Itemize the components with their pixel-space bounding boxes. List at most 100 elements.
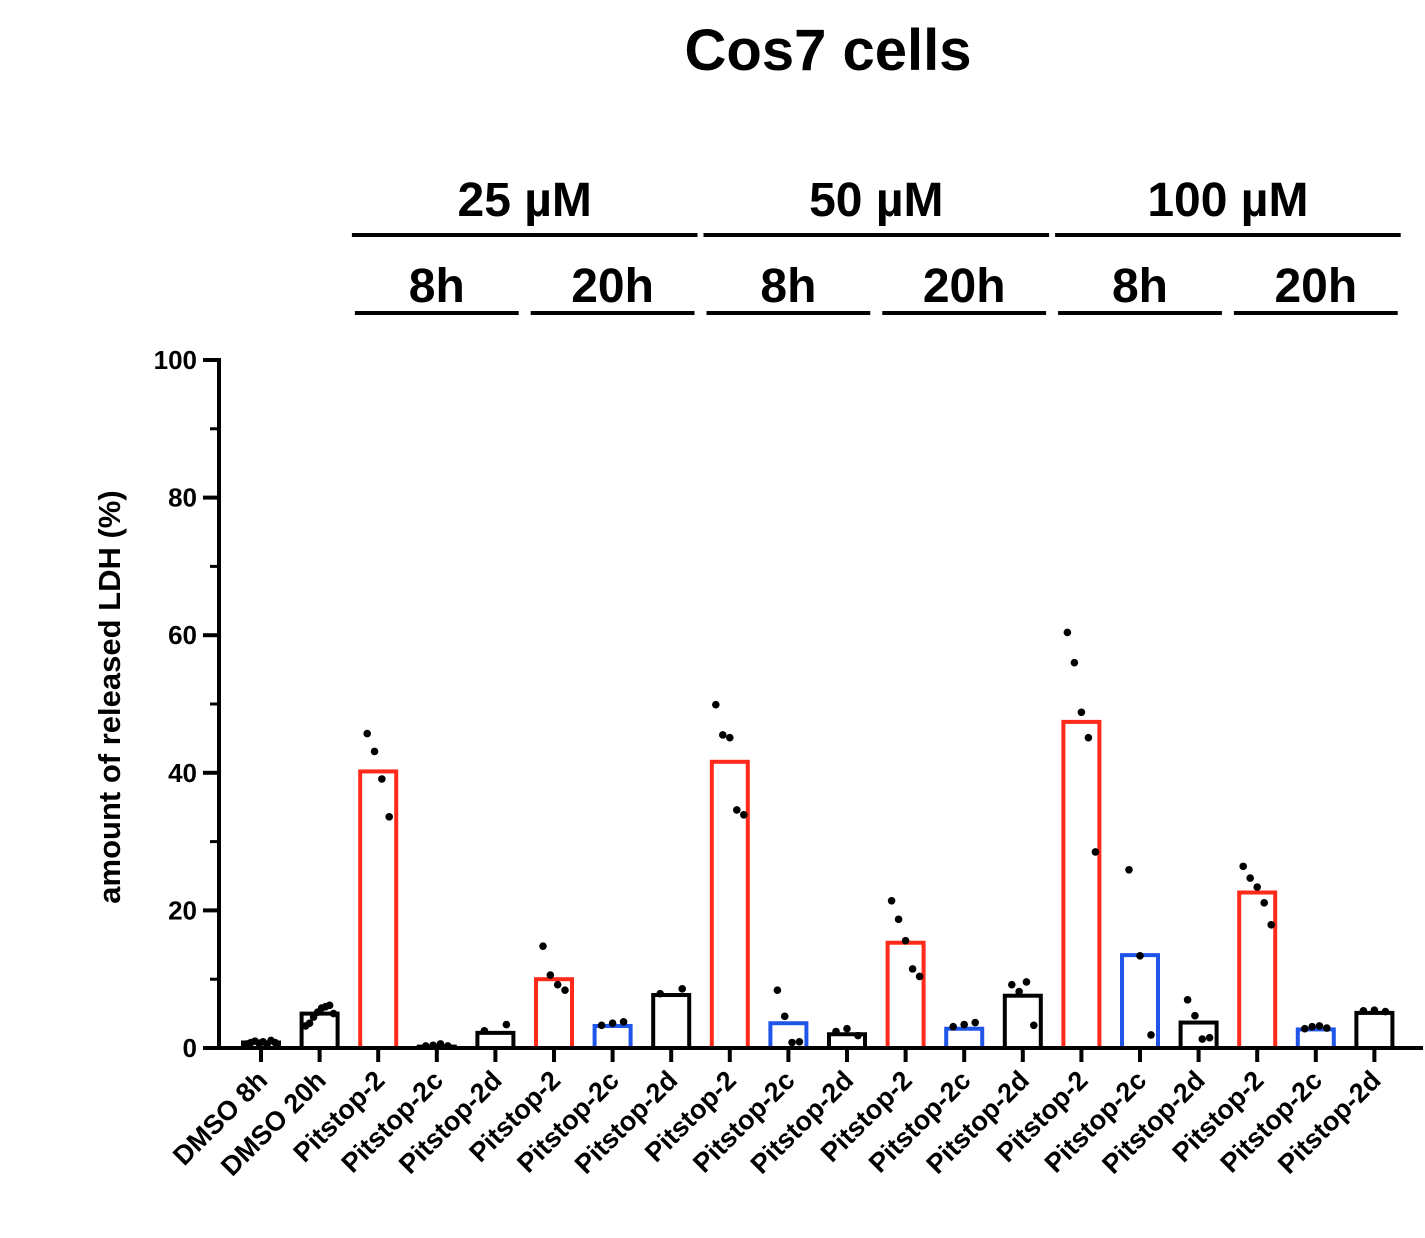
data-point — [385, 813, 394, 821]
data-point — [678, 985, 686, 993]
data-point — [1015, 987, 1023, 996]
data-point — [329, 1009, 338, 1018]
y-tick-label: 20 — [168, 895, 197, 925]
data-point — [1008, 980, 1016, 989]
data-points — [243, 628, 1390, 1050]
y-tick-label: 80 — [168, 483, 197, 513]
data-point — [502, 1020, 511, 1029]
data-point — [546, 971, 555, 979]
data-point — [1308, 1022, 1316, 1031]
data-point — [788, 1038, 796, 1047]
data-point — [1370, 1006, 1379, 1014]
concentration-label: 100 µM — [1147, 174, 1308, 227]
data-point — [854, 1031, 862, 1040]
bar — [1354, 1010, 1395, 1050]
bar — [358, 769, 399, 1050]
data-point — [305, 1019, 314, 1028]
concentration-label: 25 µM — [458, 174, 592, 227]
data-point — [971, 1018, 979, 1027]
data-point — [773, 986, 782, 995]
data-point — [712, 700, 720, 709]
y-tick-label: 0 — [183, 1033, 197, 1063]
data-point — [1091, 848, 1100, 856]
data-point — [1183, 996, 1192, 1004]
chart-title: Cos7 cells — [685, 18, 972, 83]
data-point — [436, 1040, 445, 1048]
data-point — [656, 989, 664, 998]
data-point — [1381, 1007, 1390, 1016]
data-point — [1191, 1011, 1199, 1020]
bar — [1237, 890, 1278, 1051]
time-label: 20h — [1274, 260, 1357, 313]
time-label: 8h — [760, 260, 816, 313]
bar — [885, 940, 926, 1051]
y-tick-label: 100 — [154, 345, 197, 375]
data-point — [726, 733, 734, 742]
data-point — [1260, 899, 1268, 907]
time-label: 20h — [923, 260, 1006, 313]
data-point — [740, 810, 748, 819]
data-point — [619, 1018, 628, 1026]
bar — [299, 1011, 340, 1050]
data-point — [1239, 862, 1247, 871]
data-point — [795, 1038, 804, 1046]
data-point — [1136, 952, 1144, 960]
time-label: 8h — [1112, 260, 1168, 313]
data-point — [949, 1022, 957, 1031]
bar — [1061, 719, 1102, 1050]
data-point — [1246, 874, 1254, 882]
bar — [944, 1026, 985, 1050]
data-point — [1253, 883, 1261, 891]
data-point — [480, 1027, 489, 1035]
data-point — [901, 936, 910, 945]
treatment-group-headers: 25 µM 50 µM 100 µM 8h 20h 8h 20h 8h 20h — [351, 174, 1401, 315]
time-label: 20h — [571, 260, 654, 313]
data-point — [1125, 866, 1133, 874]
time-label: 8h — [409, 260, 465, 313]
concentration-label: 50 µM — [809, 174, 943, 227]
data-point — [1030, 1021, 1038, 1030]
data-point — [325, 1001, 334, 1010]
y-tick-label: 40 — [168, 758, 197, 788]
bars — [241, 719, 1395, 1051]
data-point — [894, 915, 903, 924]
data-point — [1205, 1033, 1214, 1042]
data-point — [1022, 978, 1031, 986]
data-point — [887, 896, 896, 905]
data-point — [1198, 1035, 1207, 1043]
bar — [475, 1030, 516, 1051]
data-point — [539, 942, 547, 950]
data-point — [1301, 1024, 1309, 1033]
data-point — [915, 972, 924, 981]
data-point — [719, 731, 727, 739]
data-point — [271, 1038, 279, 1047]
data-point — [1147, 1031, 1155, 1039]
data-point — [363, 729, 372, 738]
data-point — [1070, 658, 1079, 667]
data-point — [832, 1027, 840, 1036]
data-point — [733, 806, 741, 814]
data-point — [960, 1020, 968, 1029]
data-point — [370, 747, 379, 756]
data-point — [1359, 1007, 1368, 1015]
data-point — [1084, 733, 1093, 742]
bar — [709, 759, 750, 1050]
data-point — [1063, 628, 1072, 637]
data-point — [780, 1012, 789, 1021]
data-point — [561, 986, 569, 995]
y-axis-label: amount of released LDH (%) — [92, 490, 127, 903]
bar — [1295, 1027, 1336, 1050]
y-tick-label: 60 — [168, 620, 197, 650]
data-point — [553, 980, 562, 989]
data-point — [608, 1019, 617, 1028]
data-point — [1315, 1022, 1324, 1030]
y-axis: 0 20 40 60 80 100 — [154, 345, 221, 1063]
data-point — [843, 1024, 851, 1033]
data-point — [378, 775, 386, 783]
data-point — [908, 965, 917, 973]
data-point — [1077, 708, 1086, 717]
data-point — [1267, 921, 1275, 929]
bar — [651, 993, 692, 1050]
